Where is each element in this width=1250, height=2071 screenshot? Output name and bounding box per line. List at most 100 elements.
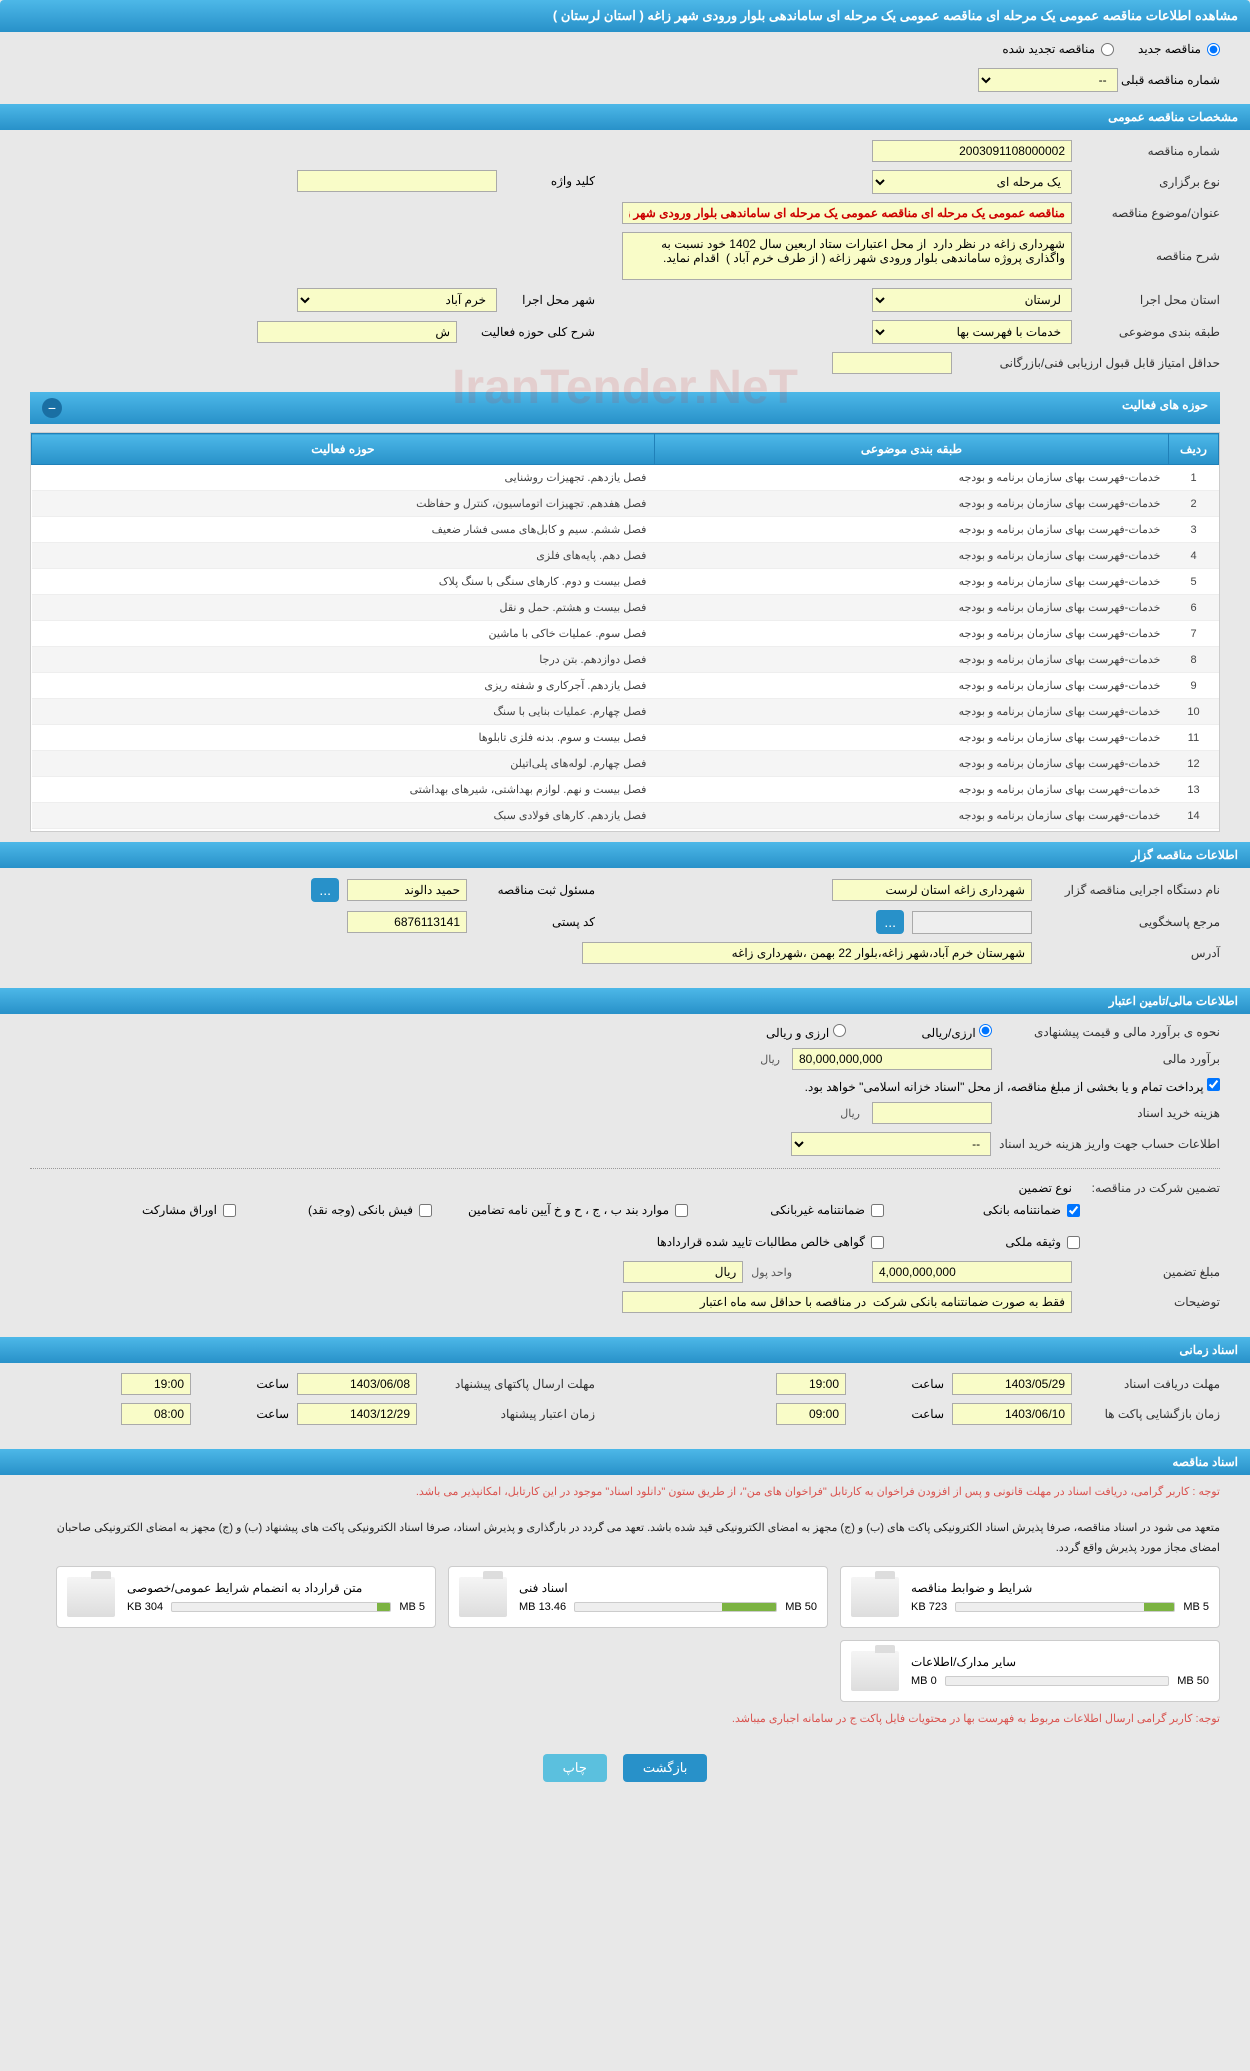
folder-icon (851, 1577, 899, 1617)
esttype-label: نحوه ی برآورد مالی و قیمت پیشنهادی (1000, 1025, 1220, 1039)
back-button[interactable]: بازگشت (623, 1754, 707, 1782)
radio-rial[interactable]: ارزی/ریالی (922, 1024, 992, 1040)
guarantee-type-label: نوع تضمین (982, 1181, 1072, 1195)
minscore-label: حداقل امتیاز قابل قبول ارزیابی فنی/بازرگ… (960, 356, 1220, 370)
table-row: 8خدمات-فهرست بهای سازمان برنامه و بودجهف… (32, 647, 1219, 673)
folder-icon (459, 1577, 507, 1617)
activities-table: ردیف طبقه بندی موضوعی حوزه فعالیت 1خدمات… (31, 433, 1219, 832)
section-general: مشخصات مناقصه عمومی (0, 104, 1250, 130)
packetdeadline-date[interactable] (297, 1373, 417, 1395)
manager-label: مسئول ثبت مناقصه (475, 883, 595, 897)
city-label: شهر محل اجرا (505, 293, 595, 307)
packetdeadline-time[interactable] (121, 1373, 191, 1395)
org-label: نام دستگاه اجرایی مناقصه گزار (1040, 883, 1220, 897)
subject-input[interactable] (622, 202, 1072, 224)
valid-time[interactable] (121, 1403, 191, 1425)
address-label: آدرس (1040, 946, 1220, 960)
manager-input[interactable] (347, 879, 467, 901)
table-row: 9خدمات-فهرست بهای سازمان برنامه و بودجهف… (32, 673, 1219, 699)
contact-more-icon[interactable]: ... (876, 910, 904, 934)
valid-label: زمان اعتبار پیشنهاد (425, 1407, 595, 1421)
chk-cert[interactable]: گواهی خالص مطالبات تایید شده قراردادها (657, 1235, 884, 1249)
estamount-label: برآورد مالی (1000, 1052, 1220, 1066)
docdeadline-date[interactable] (952, 1373, 1072, 1395)
section-organizer: اطلاعات مناقصه گزار (0, 842, 1250, 868)
address-input[interactable] (582, 942, 1032, 964)
radio-new[interactable]: مناقصه جدید (1138, 42, 1220, 56)
table-row: 7خدمات-فهرست بهای سازمان برنامه و بودجهف… (32, 621, 1219, 647)
notes-label: توضیحات (1080, 1295, 1220, 1309)
doccost-label: هزینه خرید اسناد (1000, 1106, 1220, 1120)
docs-note3: توجه: کاربر گرامی ارسال اطلاعات مربوط به… (0, 1702, 1250, 1738)
number-input[interactable] (872, 140, 1072, 162)
chk-items[interactable]: موارد بند ب ، ج ، ح و خ آیین نامه تضامین (468, 1203, 688, 1217)
city-select[interactable]: خرم آباد (297, 288, 497, 312)
province-select[interactable]: لرستان (872, 288, 1072, 312)
guarantee-label: تضمین شرکت در مناقصه: (1080, 1181, 1220, 1195)
section-activities: حوزه های فعالیت − (30, 392, 1220, 424)
col-num: ردیف (1169, 434, 1219, 465)
chk-bank[interactable]: ضمانتنامه بانکی (920, 1203, 1080, 1217)
attachment-card[interactable]: شرایط و ضوابط مناقصه5 MB723 KB (840, 1566, 1220, 1628)
attachment-card[interactable]: سایر مدارک/اطلاعات50 MB0 MB (840, 1640, 1220, 1702)
prev-tender-select[interactable]: -- (978, 68, 1118, 92)
doccost-input[interactable] (872, 1102, 992, 1124)
payment-check[interactable]: پرداخت تمام و یا بخشی از مبلغ مناقصه، از… (805, 1078, 1220, 1094)
keyword-input[interactable] (297, 170, 497, 192)
table-row: 12خدمات-فهرست بهای سازمان برنامه و بودجه… (32, 751, 1219, 777)
section-docs: اسناد مناقصه (0, 1449, 1250, 1475)
chk-nonbank[interactable]: ضمانتنامه غیربانکی (724, 1203, 884, 1217)
type-select[interactable]: یک مرحله ای (872, 170, 1072, 194)
collapse-icon[interactable]: − (42, 398, 62, 418)
notes-input[interactable] (622, 1291, 1072, 1313)
attachment-card[interactable]: متن قرارداد به انضمام شرایط عمومی/خصوصی5… (56, 1566, 436, 1628)
account-label: اطلاعات حساب جهت واریز هزینه خرید اسناد (999, 1137, 1220, 1151)
contact-label: مرجع پاسخگویی (1040, 915, 1220, 929)
table-row: 5خدمات-فهرست بهای سازمان برنامه و بودجهف… (32, 569, 1219, 595)
table-row: 10خدمات-فهرست بهای سازمان برنامه و بودجه… (32, 699, 1219, 725)
folder-icon (851, 1651, 899, 1691)
table-row: 3خدمات-فهرست بهای سازمان برنامه و بودجهف… (32, 517, 1219, 543)
more-icon[interactable]: ... (311, 878, 339, 902)
keyword-label: کلید واژه (505, 174, 595, 188)
scope-label: شرح کلی حوزه فعالیت (465, 325, 595, 339)
section-financial: اطلاعات مالی/تامین اعتبار (0, 988, 1250, 1014)
contact-input[interactable] (912, 911, 1032, 934)
attachment-card[interactable]: اسناد فنی50 MB13.46 MB (448, 1566, 828, 1628)
radio-fx[interactable]: ارزی و ریالی (766, 1024, 846, 1040)
docs-note2: متعهد می شود در اسناد مناقصه، صرفا پذیرش… (0, 1511, 1250, 1567)
docdeadline-time[interactable] (776, 1373, 846, 1395)
radio-new-label: مناقصه جدید (1138, 42, 1201, 56)
org-input[interactable] (832, 879, 1032, 901)
table-row: 15خدمات-فهرست بهای سازمان برنامه و بودجه… (32, 829, 1219, 833)
minscore-input[interactable] (832, 352, 952, 374)
chk-bonds[interactable]: اوراق مشارکت (76, 1203, 236, 1217)
postal-label: کد پستی (475, 915, 595, 929)
activities-title: حوزه های فعالیت (1122, 398, 1208, 418)
valid-date[interactable] (297, 1403, 417, 1425)
col-category: طبقه بندی موضوعی (654, 434, 1168, 465)
chk-deed[interactable]: وثیقه ملکی (920, 1235, 1080, 1249)
account-select[interactable]: -- (791, 1132, 991, 1156)
desc-label: شرح مناقصه (1080, 249, 1220, 263)
open-date[interactable] (952, 1403, 1072, 1425)
table-row: 13خدمات-فهرست بهای سازمان برنامه و بودجه… (32, 777, 1219, 803)
print-button[interactable]: چاپ (543, 1754, 607, 1782)
postal-input[interactable] (347, 911, 467, 933)
radio-renewed[interactable]: مناقصه تجدید شده (1002, 42, 1114, 56)
estamount-input[interactable] (792, 1048, 992, 1070)
subject-label: عنوان/موضوع مناقصه (1080, 206, 1220, 220)
chk-cash[interactable]: فیش بانکی (وجه نقد) (272, 1203, 432, 1217)
currency-label: ریال (760, 1053, 780, 1066)
table-row: 4خدمات-فهرست بهای سازمان برنامه و بودجهف… (32, 543, 1219, 569)
docdeadline-label: مهلت دریافت اسناد (1080, 1377, 1220, 1391)
radio-renewed-label: مناقصه تجدید شده (1002, 42, 1095, 56)
category-select[interactable]: خدمات با فهرست بها (872, 320, 1072, 344)
table-row: 2خدمات-فهرست بهای سازمان برنامه و بودجهف… (32, 491, 1219, 517)
unit-label: واحد پول (751, 1266, 792, 1279)
desc-textarea[interactable] (622, 232, 1072, 280)
guarantee-amount-input[interactable] (872, 1261, 1072, 1283)
open-time[interactable] (776, 1403, 846, 1425)
guarantee-unit-input[interactable] (623, 1261, 743, 1283)
scope-input[interactable] (257, 321, 457, 343)
